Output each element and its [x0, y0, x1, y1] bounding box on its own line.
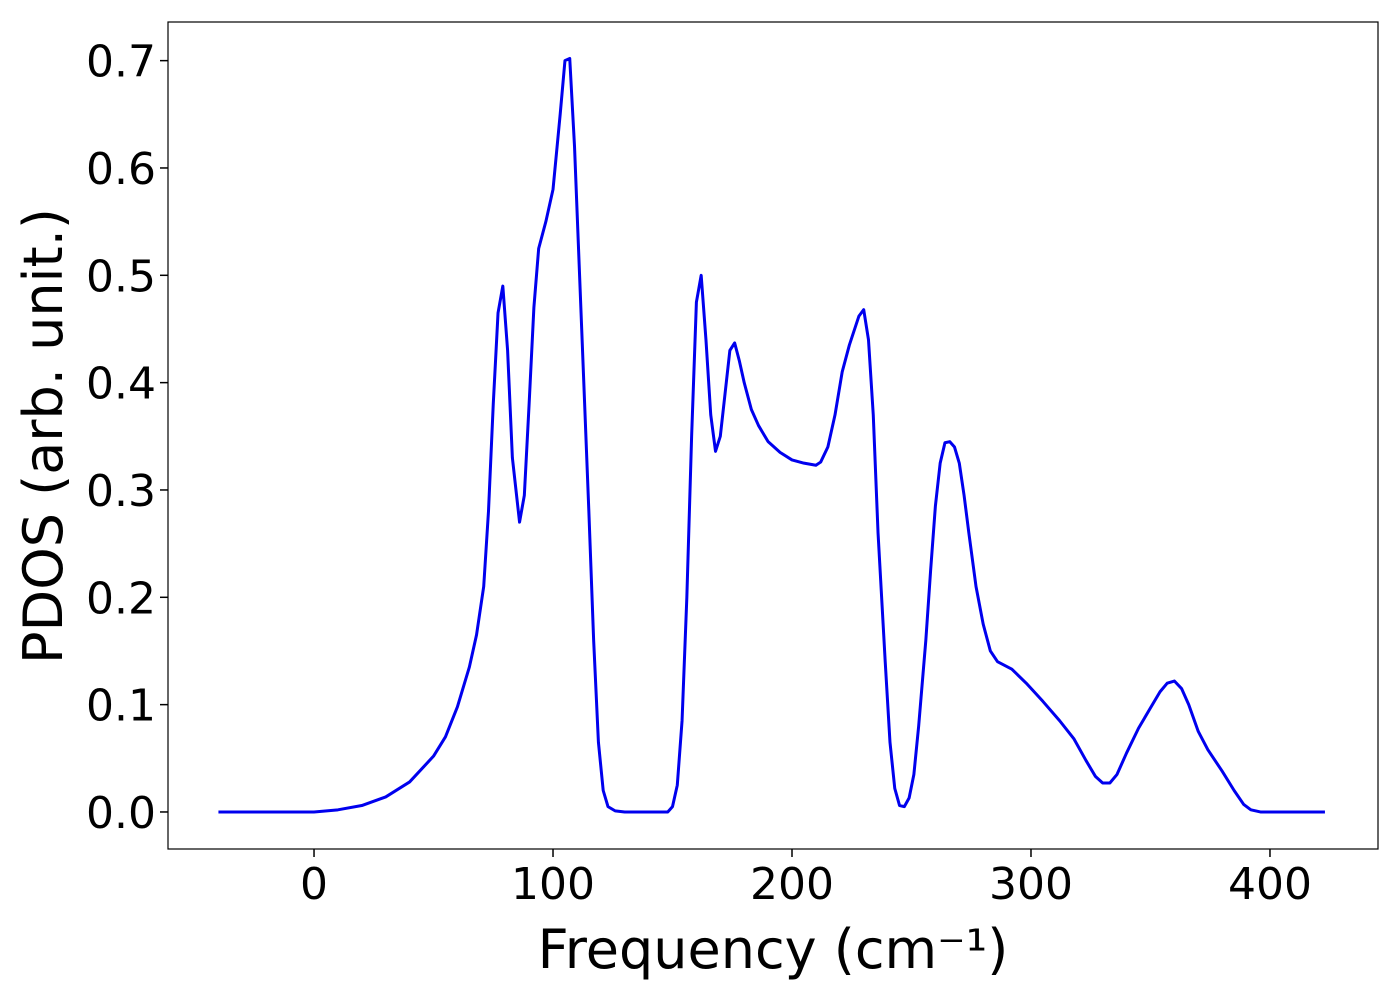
- y-tick-label: 0.5: [86, 251, 156, 302]
- y-tick-label: 0.1: [86, 681, 156, 732]
- y-axis-label: PDOS (arb. unit.): [12, 208, 75, 664]
- y-tick-label: 0.2: [86, 573, 156, 624]
- x-tick-label: 100: [511, 859, 595, 910]
- x-axis-label: Frequency (cm⁻¹): [538, 918, 1009, 981]
- x-tick-label: 400: [1228, 859, 1312, 910]
- y-tick-label: 0.7: [86, 37, 156, 88]
- y-tick-label: 0.3: [86, 466, 156, 517]
- x-tick-label: 300: [989, 859, 1073, 910]
- data-line: [218, 56, 1325, 814]
- x-tick-label: 0: [300, 859, 328, 910]
- y-tick-label: 0.6: [86, 144, 156, 195]
- plot-frame: [167, 21, 1379, 850]
- x-tick-label: 200: [750, 859, 834, 910]
- y-tick-label: 0.0: [86, 788, 156, 839]
- y-tick-label: 0.4: [86, 359, 156, 410]
